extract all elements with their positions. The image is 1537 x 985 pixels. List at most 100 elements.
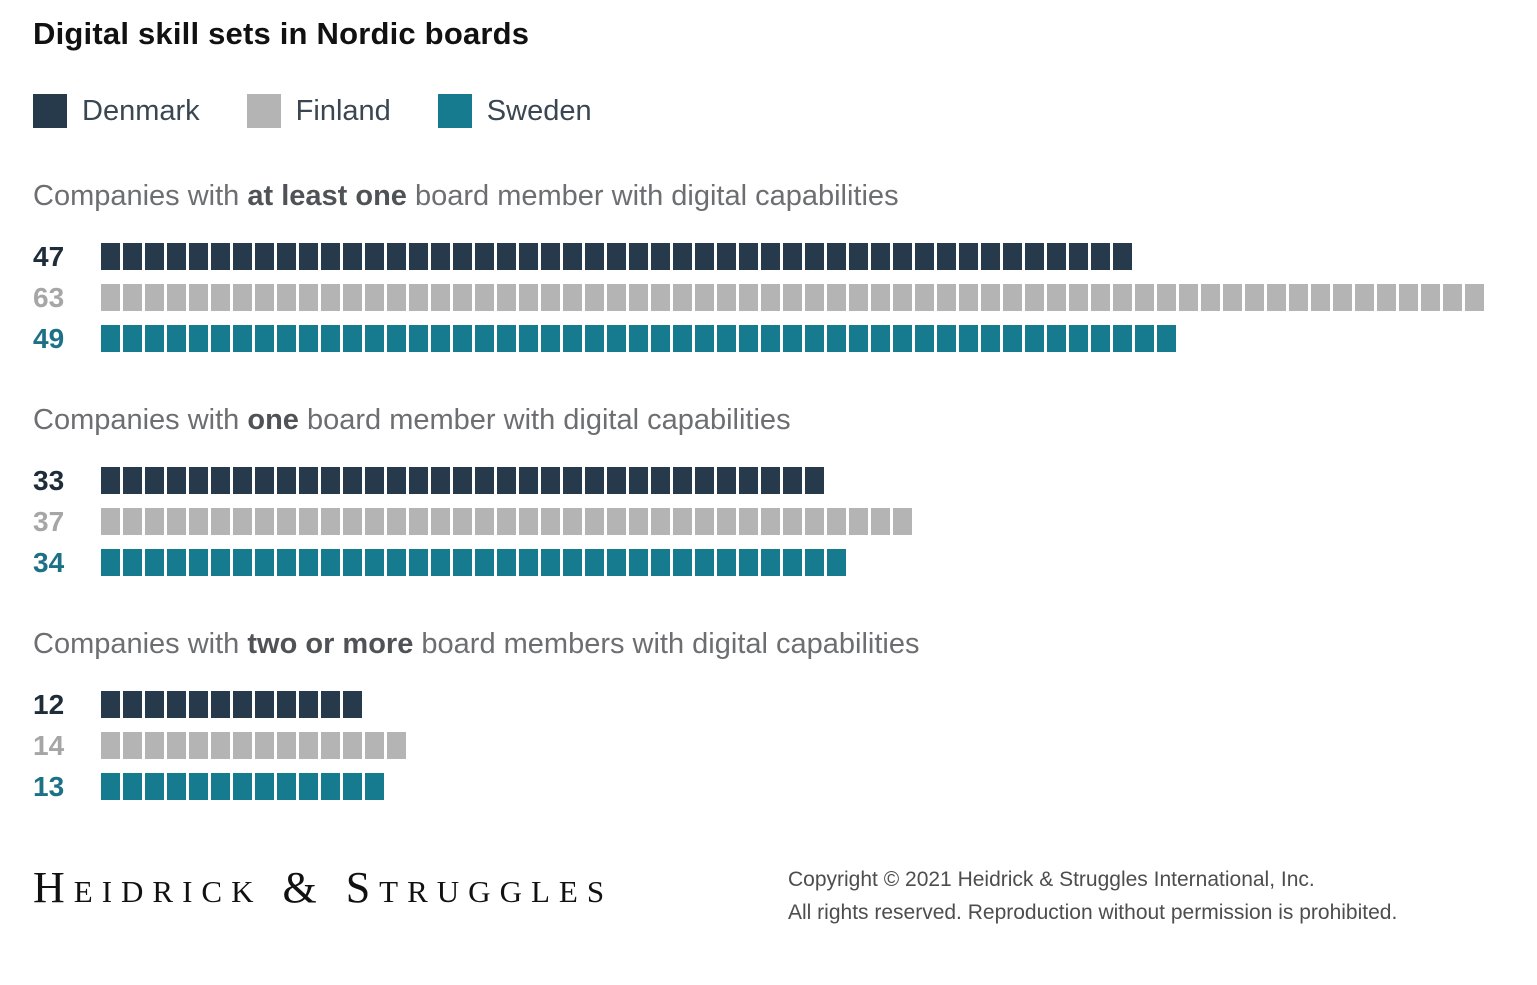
unit-square (321, 467, 340, 494)
unit-square (167, 508, 186, 535)
legend: Denmark Finland Sweden (33, 94, 1504, 128)
unit-square (431, 325, 450, 352)
unit-square (167, 549, 186, 576)
unit-square (365, 549, 384, 576)
unit-square (1025, 325, 1044, 352)
unit-square (387, 549, 406, 576)
unit-square (475, 243, 494, 270)
bar-rows: 33 37 34 (33, 464, 1504, 578)
unit-square (1421, 284, 1440, 311)
unit-square (387, 732, 406, 759)
unit-square (123, 773, 142, 800)
unit-square (871, 508, 890, 535)
unit-square (849, 325, 868, 352)
unit-square (651, 284, 670, 311)
unit-square (343, 549, 362, 576)
unit-square (805, 467, 824, 494)
unit-square (211, 243, 230, 270)
section-title-emphasis: two or more (247, 628, 414, 660)
unit-square (563, 284, 582, 311)
unit-square (629, 549, 648, 576)
unit-square (1113, 243, 1132, 270)
bar-row-denmark: 33 (33, 464, 1504, 496)
unit-square (959, 284, 978, 311)
unit-square (277, 508, 296, 535)
unit-square (673, 243, 692, 270)
unit-square (145, 732, 164, 759)
unit-square (167, 325, 186, 352)
unit-square (431, 243, 450, 270)
unit-square (167, 732, 186, 759)
unit-square (233, 773, 252, 800)
unit-square (277, 691, 296, 718)
unit-square (1113, 284, 1132, 311)
unit-square (739, 325, 758, 352)
unit-square (189, 549, 208, 576)
unit-square (453, 467, 472, 494)
unit-square (695, 243, 714, 270)
chart-sections: Companies with at least one board member… (33, 180, 1504, 802)
unit-bar-sweden (101, 773, 384, 800)
unit-square (1399, 284, 1418, 311)
bar-row-denmark: 47 (33, 241, 1504, 272)
unit-square (607, 284, 626, 311)
unit-square (123, 325, 142, 352)
unit-square (431, 284, 450, 311)
unit-square (651, 467, 670, 494)
unit-square (409, 467, 428, 494)
unit-square (783, 243, 802, 270)
unit-square (893, 508, 912, 535)
unit-square (1069, 284, 1088, 311)
unit-square (695, 508, 714, 535)
unit-square (761, 325, 780, 352)
unit-square (475, 467, 494, 494)
unit-square (145, 284, 164, 311)
copyright-line-1: Copyright © 2021 Heidrick & Struggles In… (788, 868, 1315, 891)
unit-square (211, 508, 230, 535)
unit-square (717, 243, 736, 270)
unit-square (255, 508, 274, 535)
unit-square (563, 243, 582, 270)
bar-rows: 12 14 13 (33, 688, 1504, 802)
bar-value-label: 34 (33, 546, 65, 578)
unit-square (1047, 243, 1066, 270)
bar-row-finland: 63 (33, 282, 1504, 313)
section-title: Companies with at least one board member… (33, 180, 1504, 213)
section-title-prefix: Companies with (33, 628, 248, 660)
unit-square (343, 467, 362, 494)
unit-square (1135, 325, 1154, 352)
unit-square (167, 691, 186, 718)
unit-square (673, 467, 692, 494)
unit-square (805, 508, 824, 535)
unit-square (123, 732, 142, 759)
unit-square (497, 243, 516, 270)
unit-square (893, 284, 912, 311)
unit-square (849, 508, 868, 535)
footer: Heidrick & Struggles Copyright © 2021 He… (33, 863, 1504, 929)
unit-bar-denmark (101, 691, 362, 718)
unit-square (299, 325, 318, 352)
legend-item-finland: Finland (246, 94, 391, 128)
unit-bar-finland (101, 508, 912, 535)
unit-square (959, 243, 978, 270)
legend-swatch-icon (33, 94, 67, 128)
bar-value-label: 12 (33, 688, 65, 720)
unit-square (1289, 284, 1308, 311)
unit-square (607, 508, 626, 535)
unit-square (673, 284, 692, 311)
unit-square (563, 508, 582, 535)
unit-square (233, 467, 252, 494)
unit-square (211, 284, 230, 311)
unit-square (1025, 243, 1044, 270)
unit-square (805, 325, 824, 352)
unit-square (255, 284, 274, 311)
unit-square (189, 732, 208, 759)
chart-title: Digital skill sets in Nordic boards (33, 16, 530, 51)
bar-row-sweden: 49 (33, 323, 1504, 354)
bar-value-label: 33 (33, 464, 65, 496)
unit-square (1025, 284, 1044, 311)
section-title: Companies with two or more board members… (33, 628, 1504, 661)
unit-square (1465, 284, 1484, 311)
unit-square (101, 325, 120, 352)
